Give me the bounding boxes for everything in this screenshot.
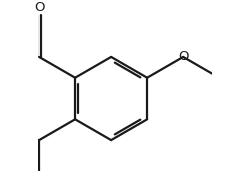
Text: O: O: [178, 50, 188, 63]
Text: O: O: [34, 2, 44, 14]
